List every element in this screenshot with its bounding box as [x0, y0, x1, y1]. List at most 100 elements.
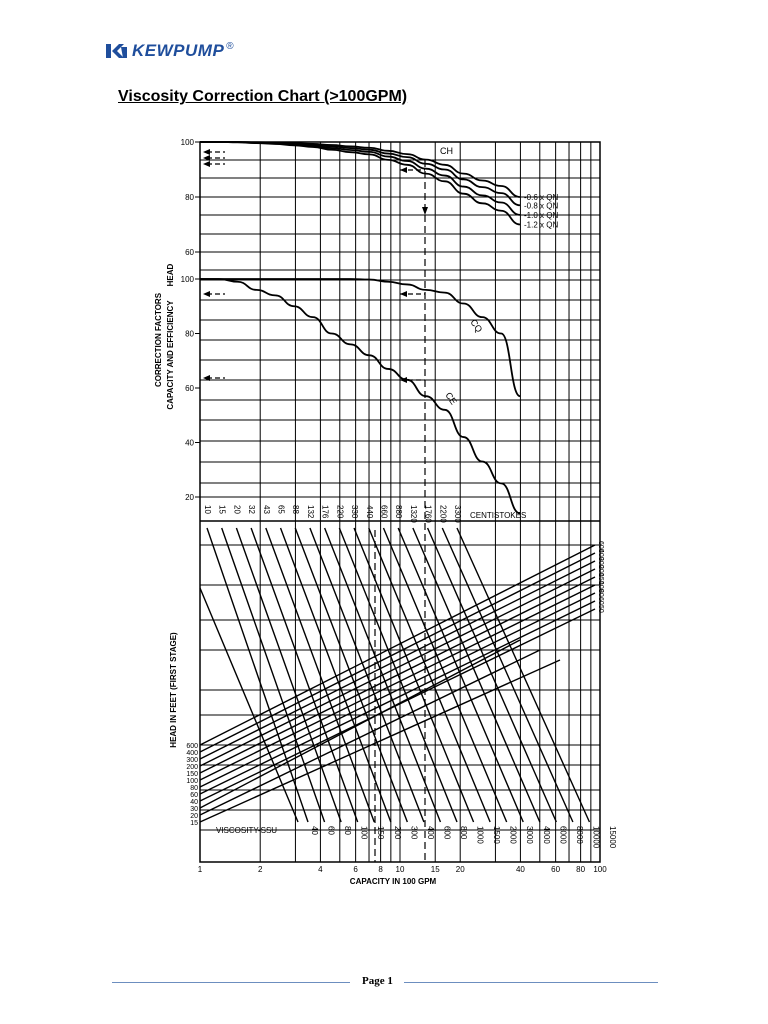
x-tick-20: 20: [456, 865, 465, 874]
head-line-11: [199, 659, 561, 823]
centistokes-label-20: 20: [232, 505, 241, 514]
x-tick-100: 100: [593, 865, 607, 874]
centistokes-label-65: 65: [277, 505, 286, 514]
x-tick-4: 4: [318, 865, 323, 874]
head-left-label-20: 20: [190, 813, 198, 820]
viscosity-line-0: [206, 527, 309, 823]
x-tick-2: 2: [258, 865, 263, 874]
viscosity-line-15: [426, 527, 557, 823]
ssu-label-1000: 1000: [476, 826, 485, 844]
centistokes-label-32: 32: [247, 505, 256, 514]
centistokes-label-2200: 2200: [438, 505, 447, 523]
ssu-label-80: 80: [343, 826, 352, 835]
viscosity-line-14: [412, 527, 541, 823]
head-left-label-400: 400: [186, 750, 198, 757]
ssu-label-150: 150: [376, 826, 385, 840]
x-tick-15: 15: [431, 865, 440, 874]
ssu-label-40: 40: [310, 826, 319, 835]
curve-ce: [200, 278, 521, 515]
centistokes-label-132: 132: [306, 505, 315, 519]
ssu-label-10000: 10000: [591, 826, 600, 849]
kewpump-logo-icon: [106, 44, 127, 58]
ssu-label-15000: 15000: [608, 826, 617, 849]
centistokes-label-43: 43: [262, 505, 271, 514]
brand-name: KEWPUMP: [132, 41, 225, 60]
footer-page-label: Page 1: [362, 975, 393, 987]
x-tick-6: 6: [353, 865, 358, 874]
ssu-label-400: 400: [426, 826, 435, 840]
page-title: Viscosity Correction Chart (>100GPM): [118, 88, 408, 105]
cap-eff-tick-60: 60: [185, 384, 194, 393]
centistokes-label-88: 88: [291, 505, 300, 514]
upper-ylabel-cap-eff: CAPACITY AND EFFICIENCY: [166, 300, 175, 410]
head-left-label-15: 15: [190, 820, 198, 827]
lower-ylabel: HEAD IN FEET (FIRST STAGE): [169, 632, 178, 748]
head-line-0: [199, 544, 596, 746]
viscosity-line-3: [250, 527, 359, 823]
example-arrow-head-1: [400, 291, 407, 297]
head-right-label-100: 100: [597, 581, 604, 593]
left-reading-arrow-2: [203, 161, 210, 167]
head-line-10: [199, 649, 541, 816]
curve-label-ce: CE: [443, 390, 458, 406]
head-left-label-150: 150: [186, 771, 198, 778]
flow-ratio-label-3: -1.2 x QN: [524, 221, 558, 230]
example-arrow-head-0: [400, 167, 407, 173]
footer-line-right: [404, 982, 658, 983]
x-axis-label: CAPACITY IN 100 GPM: [350, 877, 437, 886]
centistokes-label-220: 220: [335, 505, 344, 519]
cap-eff-tick-100: 100: [181, 275, 195, 284]
centistokes-label-660: 660: [379, 505, 388, 519]
upper-ylabel-factors: CORRECTION FACTORS: [154, 292, 163, 387]
head-line-9: [199, 639, 521, 809]
head-left-label-100: 100: [186, 778, 198, 785]
centistokes-label-440: 440: [365, 505, 374, 519]
ssu-label-3000: 3000: [525, 826, 534, 844]
centistokes-title: CENTISTOKES: [470, 511, 526, 520]
head-line-7: [199, 600, 596, 795]
curve-cq: [200, 278, 521, 398]
centistokes-label-176: 176: [321, 505, 330, 519]
x-tick-8: 8: [378, 865, 383, 874]
head-left-label-300: 300: [186, 757, 198, 764]
cap-eff-tick-40: 40: [185, 439, 194, 448]
viscosity-line-low: [199, 587, 299, 823]
x-tick-10: 10: [396, 865, 405, 874]
head-right-label-50: 50: [597, 605, 604, 613]
head-left-label-60: 60: [190, 792, 198, 799]
head-left-label-30: 30: [190, 806, 198, 813]
ssu-label-4000: 4000: [542, 826, 551, 844]
x-tick-80: 80: [576, 865, 585, 874]
left-reading-arrow-4: [203, 375, 210, 381]
flow-ratio-label-2: -1.0 x QN: [524, 211, 558, 220]
cap-eff-tick-20: 20: [185, 493, 194, 502]
brand-logo: KEWPUMP ®: [104, 40, 234, 62]
head-line-3: [199, 568, 596, 767]
flow-ratio-label-0: -0.6 x QN: [524, 193, 558, 202]
x-tick-40: 40: [516, 865, 525, 874]
centistokes-label-10: 10: [203, 505, 212, 514]
flow-ratio-label-1: -0.8 x QN: [524, 201, 558, 210]
ssu-label-8000: 8000: [575, 826, 584, 844]
registered-mark: ®: [226, 40, 234, 52]
example-arrow-head-2: [400, 377, 407, 383]
head-right-label-400: 400: [597, 549, 604, 561]
ssu-label-2000: 2000: [509, 826, 518, 844]
ssu-label-60: 60: [327, 826, 336, 835]
head-line-4: [199, 576, 596, 774]
head-right-label-80: 80: [597, 589, 604, 597]
left-reading-arrow-1: [203, 155, 210, 161]
head-right-label-200: 200: [597, 565, 604, 577]
plot-frame: [199, 141, 601, 863]
head-left-label-200: 200: [186, 764, 198, 771]
viscosity-line-5: [279, 527, 392, 823]
head-line-1: [199, 552, 596, 753]
viscosity-ssu-title: VISCOSITY-SSU: [216, 826, 277, 835]
head-left-label-40: 40: [190, 799, 198, 806]
example-up-arrow: [422, 207, 428, 215]
ssu-label-6000: 6000: [558, 826, 567, 844]
head-line-2: [199, 560, 596, 760]
head-left-label-600: 600: [186, 743, 198, 750]
head-line-6: [199, 592, 596, 788]
